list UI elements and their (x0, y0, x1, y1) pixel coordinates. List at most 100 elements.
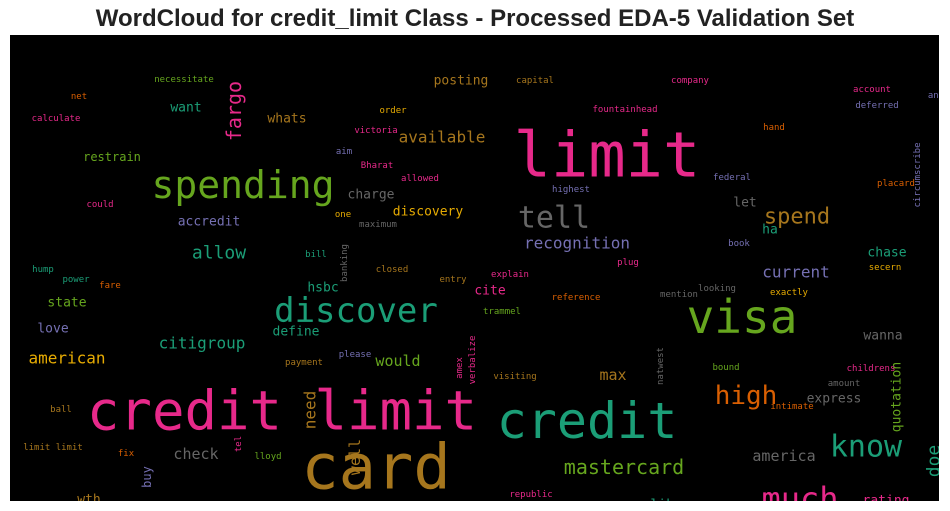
word-account: account (853, 85, 891, 95)
word-hump: hump (32, 265, 54, 275)
word-hand: hand (763, 123, 785, 133)
word-natwest: natwest (656, 347, 666, 385)
word-american: american (28, 349, 105, 368)
word-charge: charge (348, 188, 395, 203)
word-ha: ha (762, 223, 778, 238)
word-state: state (47, 296, 86, 311)
word-plug: plug (617, 258, 639, 268)
word-power: power (62, 275, 90, 285)
word-restrain: restrain (83, 150, 141, 164)
word-entry: entry (439, 275, 467, 285)
word-visa: visa (687, 290, 798, 344)
word-one: one (335, 210, 351, 220)
word-recognition: recognition (524, 234, 630, 253)
word-spend: spend (764, 205, 830, 230)
word-placard: placard (877, 179, 915, 189)
word-lloyd: lloyd (254, 452, 281, 462)
word-well: well (346, 439, 364, 475)
word-looking: looking (698, 284, 736, 294)
word-current: current (762, 263, 829, 282)
word-wanna: wanna (863, 329, 902, 344)
word-please: please (339, 350, 372, 360)
word-explain: explain (491, 270, 529, 280)
word-tel: tel (234, 436, 244, 452)
word-quotation: quotation (890, 362, 905, 432)
word-childrens: childrens (847, 364, 896, 374)
word-exactly: exactly (770, 288, 809, 298)
word-limit-limit: limit limit (23, 443, 83, 453)
word-maximum: maximum (359, 220, 397, 230)
word-credit: credit (497, 392, 678, 450)
word-love: love (37, 322, 68, 337)
word-chase: chase (867, 246, 906, 261)
word-like: like (650, 498, 681, 502)
word-intimate: intimate (770, 402, 813, 412)
word-payment: payment (285, 358, 323, 368)
word-citigroup: citigroup (159, 334, 246, 353)
word-check: check (173, 445, 218, 463)
chart-title: WordCloud for credit_limit Class - Proce… (95, 5, 855, 32)
word-reference: reference (552, 293, 601, 303)
word-tell: tell (518, 201, 590, 236)
word-fountainhead: fountainhead (592, 105, 657, 115)
word-let: let (733, 196, 756, 211)
word-much: much (761, 480, 838, 501)
word-verbalize: verbalize (468, 336, 478, 385)
word-know: know (830, 430, 903, 465)
word-fare: fare (99, 281, 121, 291)
word-need: need (301, 391, 320, 430)
word-cite: cite (474, 284, 505, 299)
word-bound: bound (712, 363, 739, 373)
word-order: order (379, 106, 407, 116)
word-whats: whats (267, 112, 306, 127)
word-circumscribe: circumscribe (913, 142, 923, 207)
word-allow: allow (192, 243, 246, 264)
word-ball: ball (50, 405, 72, 415)
word-accredit: accredit (178, 215, 241, 230)
word-fargo: fargo (222, 81, 246, 141)
word-republic: republic (509, 490, 552, 500)
word-amount: amount (828, 379, 861, 389)
word-ane: ane (928, 91, 939, 101)
word-buy: buy (140, 466, 154, 488)
word-discovery: discovery (393, 205, 464, 220)
word-express: express (807, 392, 862, 407)
word-mention: mention (660, 290, 698, 300)
word-discover: discover (274, 291, 438, 331)
word-posting: posting (434, 74, 489, 89)
word-available: available (399, 128, 486, 147)
word-book: book (728, 239, 750, 249)
word-federal: federal (713, 173, 751, 183)
word-mastercard: mastercard (564, 455, 684, 479)
word-deferred: deferred (855, 101, 898, 111)
word-card: card (301, 431, 450, 502)
word-would: would (375, 352, 420, 370)
word-spending: spending (151, 163, 334, 207)
word-max: max (599, 366, 626, 384)
word-allowed: allowed (401, 174, 439, 184)
word-banking: banking (340, 244, 350, 282)
word-define: define (273, 325, 320, 340)
word-america: america (752, 447, 815, 465)
word-credit-limit: credit limit (87, 380, 477, 443)
word-closed: closed (376, 265, 409, 275)
word-could: could (86, 200, 113, 210)
word-bill: bill (305, 250, 327, 260)
word-doe: doe (924, 445, 940, 478)
word-bharat: Bharat (361, 161, 394, 171)
word-amex: amex (455, 357, 465, 379)
word-highest: highest (552, 185, 590, 195)
word-calculate: calculate (32, 114, 81, 124)
word-fix: fix (118, 449, 135, 459)
word-capital: capital (516, 76, 554, 86)
word-hsbc: hsbc (307, 281, 338, 296)
word-aim: aim (336, 147, 352, 157)
word-company: company (671, 76, 710, 86)
word-victoria: victoria (354, 126, 397, 136)
word-wth: wth (77, 493, 100, 502)
word-rating: rating (863, 494, 910, 502)
word-high: high (715, 381, 778, 411)
word-trammel: trammel (483, 307, 521, 317)
word-want: want (170, 101, 201, 116)
word-necessitate: necessitate (154, 75, 214, 85)
